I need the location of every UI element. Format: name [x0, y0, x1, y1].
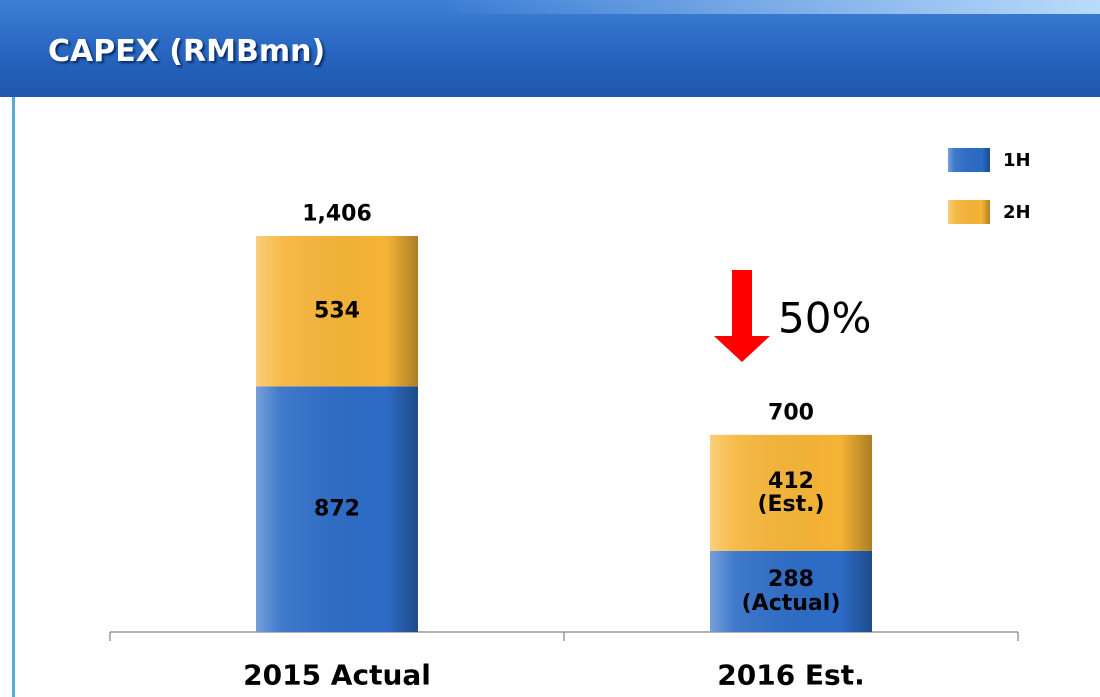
header-band	[0, 0, 1100, 97]
side-border	[12, 97, 15, 697]
x-tick-label: 2016 Est.	[717, 658, 865, 692]
bar-shade	[256, 386, 418, 632]
header-highlight	[0, 0, 1100, 14]
value-label: 872	[314, 496, 360, 522]
value-label: 534	[314, 298, 360, 324]
bar-shade	[710, 550, 872, 632]
legend-shade	[948, 200, 990, 224]
bar-shade	[710, 434, 872, 551]
annotation: 50%	[778, 294, 871, 343]
value-label: 288 (Actual)	[741, 567, 841, 616]
legend-label: 1H	[1003, 150, 1031, 171]
total-label: 700	[768, 400, 814, 426]
legend-label: 2H	[1003, 202, 1031, 223]
down-arrow	[714, 270, 770, 362]
bar-shade	[256, 236, 418, 387]
value-label: 412 (Est.)	[757, 468, 825, 517]
total-label: 1,406	[302, 201, 372, 227]
chart-title: CAPEX (RMBmn)	[48, 34, 326, 69]
legend-shade	[948, 148, 990, 172]
x-tick-label: 2015 Actual	[243, 658, 431, 692]
